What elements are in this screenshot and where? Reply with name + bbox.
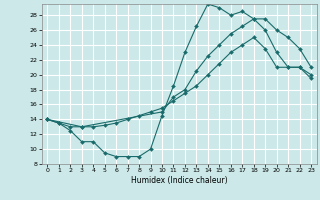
X-axis label: Humidex (Indice chaleur): Humidex (Indice chaleur) bbox=[131, 176, 228, 185]
